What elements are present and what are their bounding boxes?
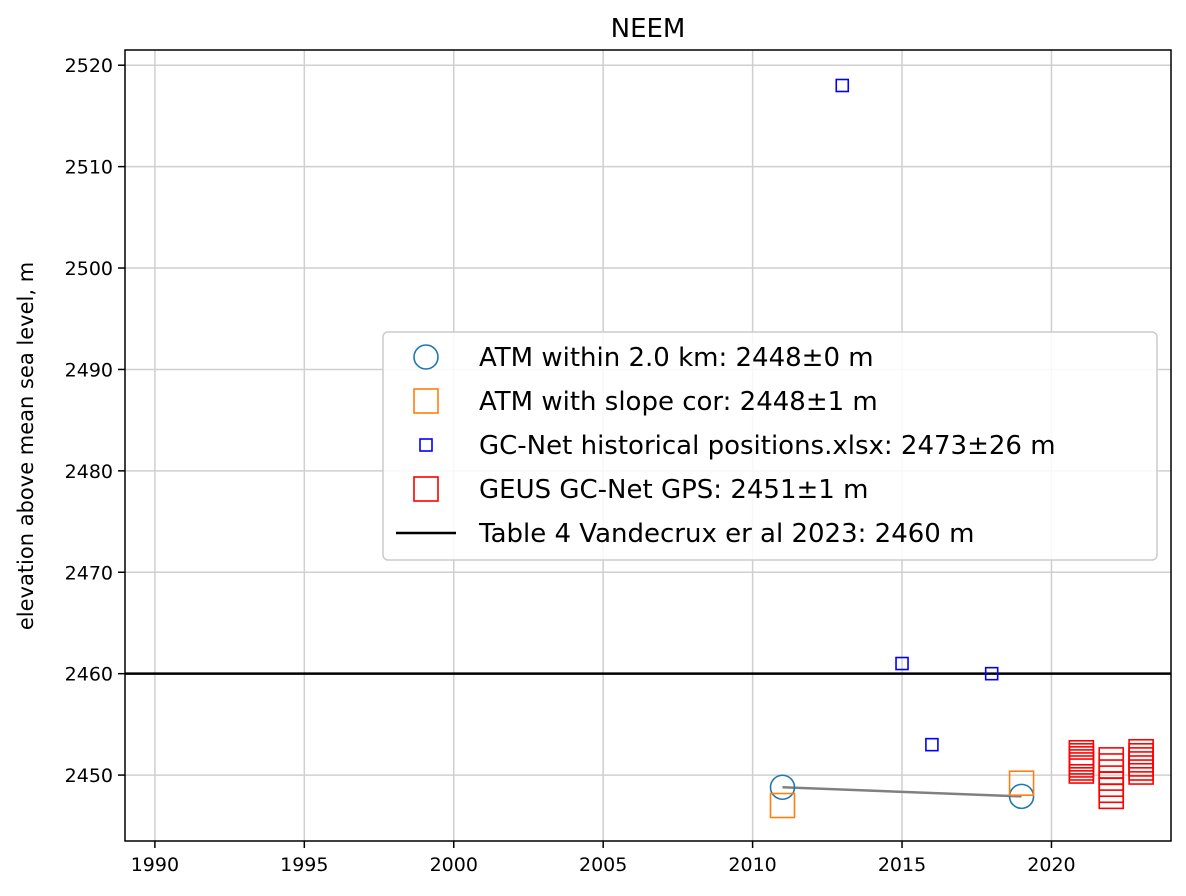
legend-label: GC-Net historical positions.xlsx: 2473±2… bbox=[479, 431, 1056, 461]
x-tick-label: 2015 bbox=[878, 854, 926, 876]
data-point bbox=[1008, 770, 1035, 796]
data-points bbox=[769, 78, 1154, 819]
data-point bbox=[835, 78, 850, 93]
legend-label: GEUS GC-Net GPS: 2451±1 m bbox=[479, 475, 868, 505]
legend-frame bbox=[382, 331, 1158, 561]
data-point bbox=[1128, 759, 1154, 785]
legend-label: ATM within 2.0 km: 2448±0 m bbox=[479, 343, 874, 373]
y-tick-label: 2520 bbox=[65, 55, 113, 77]
x-tick-label: 1995 bbox=[280, 854, 328, 876]
data-point bbox=[925, 737, 939, 752]
y-tick-label: 2460 bbox=[65, 664, 113, 686]
y-axis-label: elevation above mean sea level, m bbox=[14, 262, 38, 630]
plot-frame bbox=[124, 49, 1172, 842]
legend-marker bbox=[413, 344, 439, 370]
data-point bbox=[1098, 783, 1125, 810]
y-tick-label: 2450 bbox=[65, 765, 113, 787]
legend-marker bbox=[413, 388, 439, 414]
data-point bbox=[1068, 758, 1095, 784]
trend-line bbox=[782, 786, 1022, 798]
legend-label: ATM with slope cor: 2448±1 m bbox=[479, 387, 878, 417]
x-axis: 1990 1995 2000 2005 2010 2015 2020 bbox=[131, 841, 1076, 876]
trend-line-group bbox=[782, 786, 1022, 798]
y-tick-label: 2470 bbox=[65, 562, 113, 584]
x-tick-label: 2005 bbox=[579, 854, 627, 876]
legend-label: Table 4 Vandecrux er al 2023: 2460 m bbox=[478, 519, 974, 549]
data-point bbox=[984, 666, 999, 681]
data-point bbox=[895, 656, 909, 671]
x-tick-label: 1990 bbox=[131, 854, 179, 876]
x-tick-label: 2010 bbox=[728, 854, 776, 876]
y-axis: 2450 2460 2470 2480 2490 2500 2510 2520 bbox=[65, 55, 125, 787]
chart-title: NEEM bbox=[611, 14, 686, 44]
x-tick-label: 2000 bbox=[430, 854, 478, 876]
y-tick-label: 2490 bbox=[65, 359, 113, 381]
data-point bbox=[769, 774, 796, 801]
data-point bbox=[769, 792, 796, 819]
y-tick-label: 2510 bbox=[65, 157, 113, 179]
legend-marker bbox=[413, 476, 439, 502]
x-tick-label: 2020 bbox=[1027, 854, 1075, 876]
data-point bbox=[1008, 783, 1035, 810]
legend: ATM within 2.0 km: 2448±0 m ATM with slop… bbox=[382, 331, 1158, 561]
y-tick-label: 2500 bbox=[65, 258, 113, 280]
legend-marker bbox=[419, 438, 433, 452]
y-tick-label: 2480 bbox=[65, 461, 113, 483]
